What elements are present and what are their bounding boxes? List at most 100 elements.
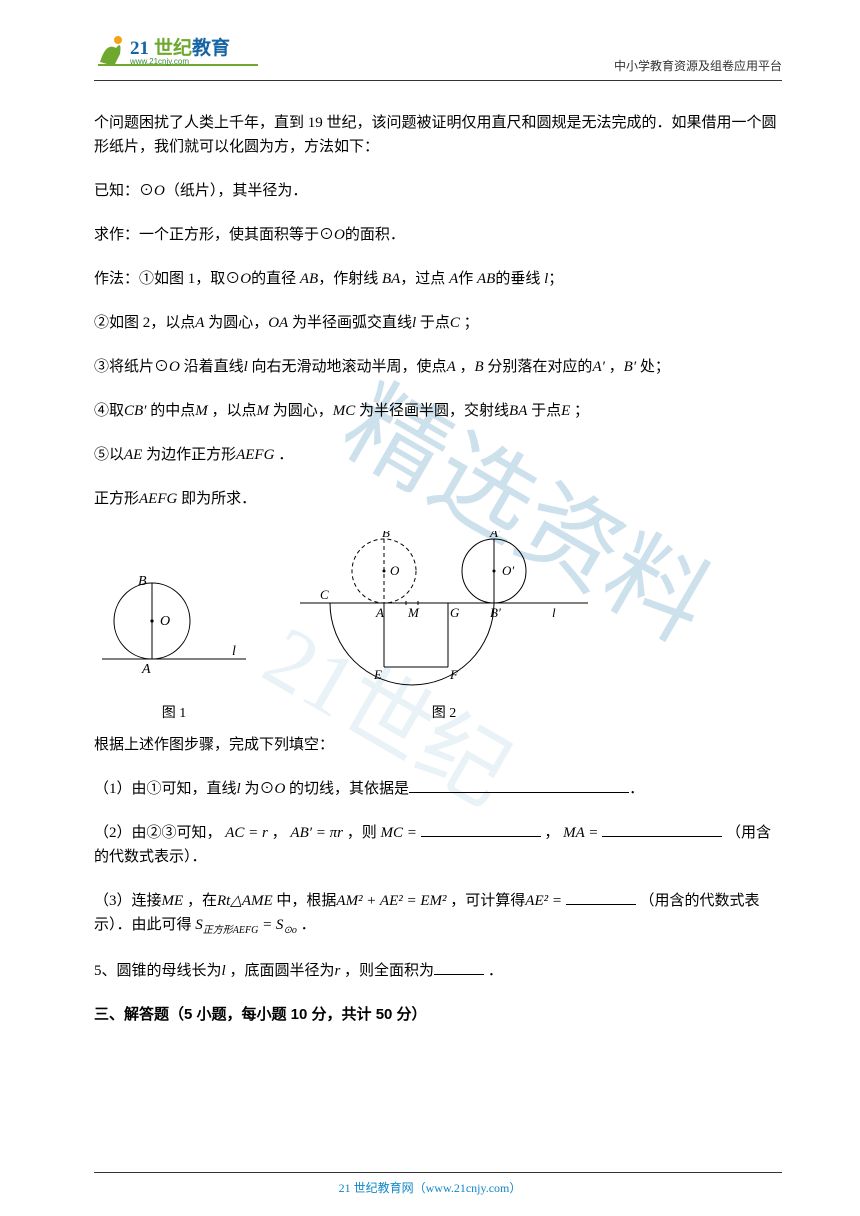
sym: A′ [592,359,604,375]
para-fill-intro: 根据上述作图步骤，完成下列填空： [94,733,782,757]
formula: AM² + AE² = EM² [336,893,446,909]
text: ， [459,359,474,375]
svg-text:C: C [320,587,329,602]
sym: M [195,403,208,419]
text: 的面积． [345,227,405,243]
text: 分别落在对应的 [487,359,592,375]
svg-text:M: M [407,605,420,620]
blank-2a[interactable] [421,822,541,837]
svg-text:A: A [375,605,384,620]
question-5: 5、圆锥的母线长为l ，底面圆半径为r ，则全面积为 ． [94,959,782,983]
step-5: ⑤以AE 为边作正方形AEFG ． [94,443,782,467]
text: 沿着直线 [184,359,244,375]
blank-1[interactable] [409,778,629,793]
document-body: 个问题困扰了人类上千年，直到 19 世纪，该问题被证明仅用直尺和圆规是无法完成的… [0,81,860,1027]
svg-text:A′: A′ [489,531,501,540]
sym: OA [268,315,288,331]
svg-text:G: G [450,605,460,620]
svg-text:A: A [141,662,151,677]
sym: A [449,271,458,287]
text: 为圆心， [208,315,268,331]
text: 的直径 [251,271,296,287]
sym: BA [382,271,400,287]
svg-text:B: B [382,531,390,540]
text: ③将纸片⊙ [94,359,169,375]
sym: l [412,315,416,331]
sym: C [450,315,460,331]
figure-1: B O A l [94,561,254,691]
figure-1-wrap: B O A l 图 1 [94,561,254,725]
svg-text:www.21cnjy.com: www.21cnjy.com [129,57,189,66]
svg-text:O: O [160,614,170,629]
step-2: ②如图 2，以点A 为圆心，OA 为半径画弧交直线l 于点C ； [94,311,782,335]
text: 求作：一个正方形，使其面积等于⊙ [94,227,334,243]
text: ． [488,963,503,979]
text: ； [548,271,563,287]
text: 作法：①如图 1，取⊙ [94,271,240,287]
figure-2-caption: 图 2 [294,703,594,725]
svg-text:B: B [138,574,147,589]
svg-text:E: E [373,667,382,682]
text: ②如图 2，以点 [94,315,195,331]
text: 于点 [420,315,450,331]
sym: l [222,963,226,979]
text: ； [464,315,479,331]
text: ， [272,825,287,841]
para-intro: 个问题困扰了人类上千年，直到 19 世纪，该问题被证明仅用直尺和圆规是无法完成的… [94,111,782,159]
text: （3）连接 [94,893,162,909]
text: 即为所求． [181,491,256,507]
sym: l [237,781,241,797]
text: 为圆心， [273,403,333,419]
formula: AE² = [525,893,562,909]
text: ，底面圆半径为 [229,963,334,979]
svg-text:l: l [232,644,236,659]
text: ，在 [187,893,217,909]
sym: BA [509,403,527,419]
page-header: 21 世纪 教育 www.21cnjy.com 中小学教育资源及组卷应用平台 [94,0,782,81]
circle-o: O [334,227,345,243]
text: 为边作正方形 [146,447,236,463]
text: 正方形 [94,491,139,507]
text: ，则 [347,825,377,841]
figures-row: B O A l 图 1 [94,531,782,725]
sym: O [274,781,285,797]
blank-2b[interactable] [602,822,722,837]
text: （1）由①可知，直线 [94,781,237,797]
formula: AB′ = πr [290,825,343,841]
formula: AC = r [225,825,268,841]
text: ，过点 [400,271,445,287]
text: 的垂线 [495,271,540,287]
sym: l [244,359,248,375]
figure-1-caption: 图 1 [94,703,254,725]
text: ，作射线 [318,271,378,287]
text: 5、圆锥的母线长为 [94,963,222,979]
sym: r [334,963,340,979]
text: 作 [458,271,473,287]
sym: ME [162,893,184,909]
sym: O [240,271,251,287]
step-4: ④取CB′ 的中点M ，以点M 为圆心，MC 为半径画半圆，交射线BA 于点E … [94,399,782,423]
sym: MC [333,403,356,419]
formula: MC = [381,825,417,841]
text: （2）由②③可知， [94,825,222,841]
sym: M [257,403,270,419]
formula: Rt△AME [217,893,273,909]
text: ． [301,917,316,933]
circle-o: O [154,183,165,199]
text: 于点 [531,403,561,419]
svg-text:21: 21 [130,38,149,59]
text: ， [609,359,624,375]
sym: AEFG [139,491,177,507]
text: （纸片），其半径为． [165,183,308,199]
step-1: 作法：①如图 1，取⊙O的直径 AB，作射线 BA，过点 A作 AB的垂线 l； [94,267,782,291]
sym: CB′ [124,403,146,419]
blank-3[interactable] [566,890,636,905]
sym: A [195,315,204,331]
figure-2-wrap: B O A A′ O′ B′ C M G E F l 图 2 [294,531,594,725]
blank-5[interactable] [434,960,484,975]
text: ⑤以 [94,447,124,463]
text: ，则全面积为 [344,963,434,979]
para-given: 已知：⊙O（纸片），其半径为． [94,179,782,203]
question-2: （2）由②③可知， AC = r ， AB′ = πr ，则 MC = ， MA… [94,821,782,869]
footer-text-pre: 21 世纪教育网（ [339,1181,426,1195]
